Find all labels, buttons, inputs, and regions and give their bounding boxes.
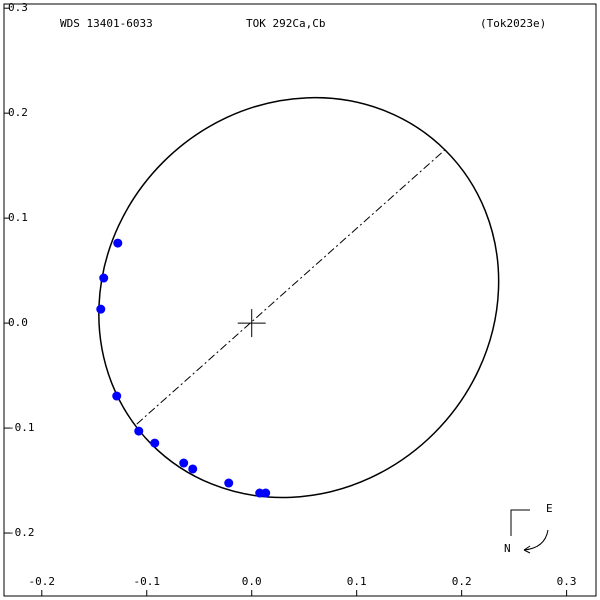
y-tick-label: 0.3 [8,1,28,14]
compass: E N [504,502,553,555]
observation [150,438,160,448]
observation [261,488,271,498]
x-tick-label: -0.2 [29,575,56,588]
x-tick-label: -0.1 [134,575,161,588]
x-tick-label: 0.1 [347,575,367,588]
observation [112,391,122,401]
node-line [136,149,446,425]
compass-arrowhead [523,545,531,554]
plot-frame [3,3,597,597]
observation [134,426,144,436]
observation [99,273,109,283]
observation [113,238,123,248]
y-tick-label: -0.2 [8,526,35,539]
orbit [98,96,500,499]
compass-north: N [504,542,511,555]
x-tick-label: 0.3 [557,575,577,588]
observation [188,464,198,474]
x-tick-label: 0.0 [242,575,262,588]
x-tick-label: 0.2 [452,575,472,588]
compass-arrow [523,529,549,551]
y-tick-label: -0.1 [8,421,35,434]
y-tick-label: 0.1 [8,211,28,224]
chart-subtitle: TOK 292Ca,Cb [246,17,325,30]
observation [96,304,106,314]
compass-east: E [546,502,553,515]
compass-axes [510,509,530,536]
y-tick-label: 0.2 [8,106,28,119]
y-tick-label: 0.0 [8,316,28,329]
chart-title: WDS 13401-6033 [60,17,153,30]
observation [179,458,189,468]
reference: (Tok2023e) [480,17,546,30]
observation [224,478,234,488]
